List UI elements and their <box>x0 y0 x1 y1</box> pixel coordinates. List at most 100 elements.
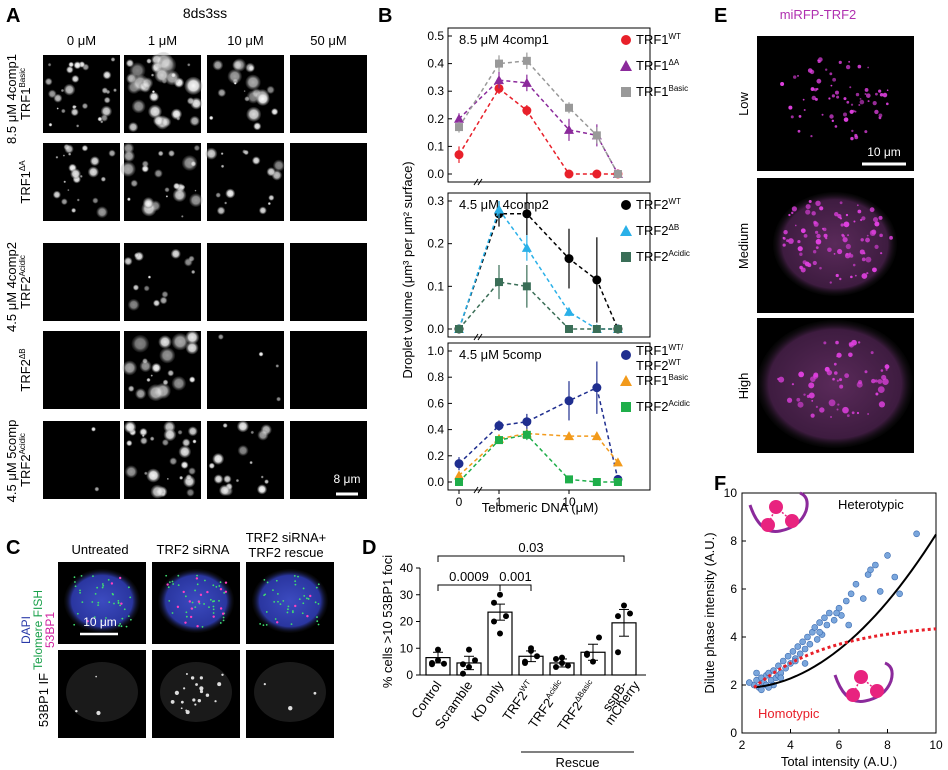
telomere-focus <box>844 373 850 379</box>
53bp1-focus <box>221 673 224 677</box>
telomere-focus <box>317 623 320 626</box>
53bp1-focus <box>263 683 266 686</box>
droplet <box>168 150 175 157</box>
telomere-focus <box>204 579 206 582</box>
telomere-focus <box>829 114 834 119</box>
p-value-label: 0.03 <box>518 540 543 555</box>
droplet <box>159 296 168 305</box>
telomere-focus <box>277 600 279 603</box>
telomere-focus <box>302 587 305 590</box>
data-point <box>503 613 509 620</box>
data-point <box>842 597 850 605</box>
telomere-focus <box>859 97 862 100</box>
data-point <box>833 609 840 617</box>
data-point <box>592 325 601 333</box>
telomere-focus <box>844 253 851 259</box>
droplet <box>60 88 65 93</box>
droplet <box>134 252 140 258</box>
telomere-focus <box>293 575 296 577</box>
panel-a-tile <box>120 142 203 221</box>
panel-b-frame <box>447 342 651 491</box>
telomere-focus <box>854 135 859 140</box>
telomere-focus <box>804 261 810 267</box>
data-point <box>876 588 884 595</box>
droplet <box>100 105 112 117</box>
droplet <box>272 159 285 172</box>
droplet <box>208 462 215 469</box>
y-tick-label: 0.1 <box>427 279 444 293</box>
x-tick-label: 1 <box>496 495 503 509</box>
legend-label: TRF2WT <box>636 358 681 373</box>
droplet <box>258 206 267 215</box>
y-tick-label: 0.8 <box>427 370 444 384</box>
data-point <box>592 383 602 393</box>
droplet <box>53 93 63 103</box>
legend-label: TRF2ΔB <box>636 223 679 238</box>
panel-b-title: 4.5 μM 4comp2 <box>459 197 549 212</box>
droplet <box>172 188 187 202</box>
data-point <box>565 662 571 669</box>
data-point <box>491 599 497 606</box>
telomere-focus <box>259 623 262 625</box>
53bp1-focus <box>189 615 193 619</box>
telomere-focus <box>279 603 282 606</box>
droplet <box>150 484 165 499</box>
legend-label: TRF2Acidic <box>636 249 690 264</box>
droplet <box>157 150 164 157</box>
droplet <box>189 193 203 208</box>
droplet <box>125 59 134 68</box>
53bp1-focus <box>205 693 210 697</box>
telomere-focus <box>885 368 888 371</box>
telomere-focus <box>815 230 819 234</box>
series-line <box>458 213 619 330</box>
telomere-focus <box>867 66 870 69</box>
droplet <box>92 197 99 204</box>
telomere-focus <box>866 93 871 98</box>
53bp1-focus <box>190 607 194 610</box>
panel-a-tile-bg <box>290 421 367 499</box>
telomere-focus <box>117 602 120 604</box>
telomere-focus <box>864 88 869 92</box>
data-point <box>497 630 503 637</box>
panel-c-col-rescue-2: TRF2 rescue <box>248 545 323 560</box>
telomere-focus <box>881 374 887 381</box>
telomere-focus <box>813 88 818 92</box>
panel-b-line-charts: Droplet volume (μm³ per μm² surface) Tel… <box>400 27 690 515</box>
data-point <box>823 621 831 629</box>
droplet <box>257 484 268 495</box>
telomere-focus <box>272 589 274 592</box>
droplet <box>124 465 138 479</box>
telomere-focus <box>834 90 839 95</box>
telomere-focus <box>886 102 889 106</box>
fit-homotypic <box>753 627 937 689</box>
droplet <box>245 62 256 73</box>
telomere-focus <box>97 601 100 604</box>
nucleus <box>773 192 897 296</box>
telomere-focus <box>827 247 832 253</box>
53bp1-focus <box>75 709 78 713</box>
droplet <box>158 335 172 349</box>
telomere-focus <box>196 583 199 586</box>
telomere-focus <box>316 620 319 623</box>
telomere-focus <box>813 221 819 227</box>
telomere-focus <box>798 114 802 118</box>
panel-b-subchart: 0.0 0.1 0.2 0.3 0.4 0.5 8.5 μM 4comp1 TRF1WT TRF… <box>427 27 688 186</box>
droplet <box>146 58 152 64</box>
panel-a-tile <box>43 55 120 133</box>
telomere-focus <box>839 201 843 205</box>
panel-c-tile-53bp1 <box>58 650 146 738</box>
data-point <box>494 75 504 85</box>
telomere-focus <box>119 622 122 625</box>
telomere-focus <box>783 229 788 235</box>
data-point <box>565 475 573 484</box>
telomere-focus <box>219 622 222 624</box>
telomere-focus <box>301 612 304 615</box>
data-point <box>813 636 821 643</box>
data-point <box>896 590 903 598</box>
panel-label-c: C <box>6 537 20 559</box>
53bp1-focus <box>224 581 228 584</box>
droplet <box>142 358 148 364</box>
panel-a-tile <box>43 143 120 221</box>
data-point <box>495 59 503 68</box>
x-tick-label: 10 <box>929 738 943 752</box>
